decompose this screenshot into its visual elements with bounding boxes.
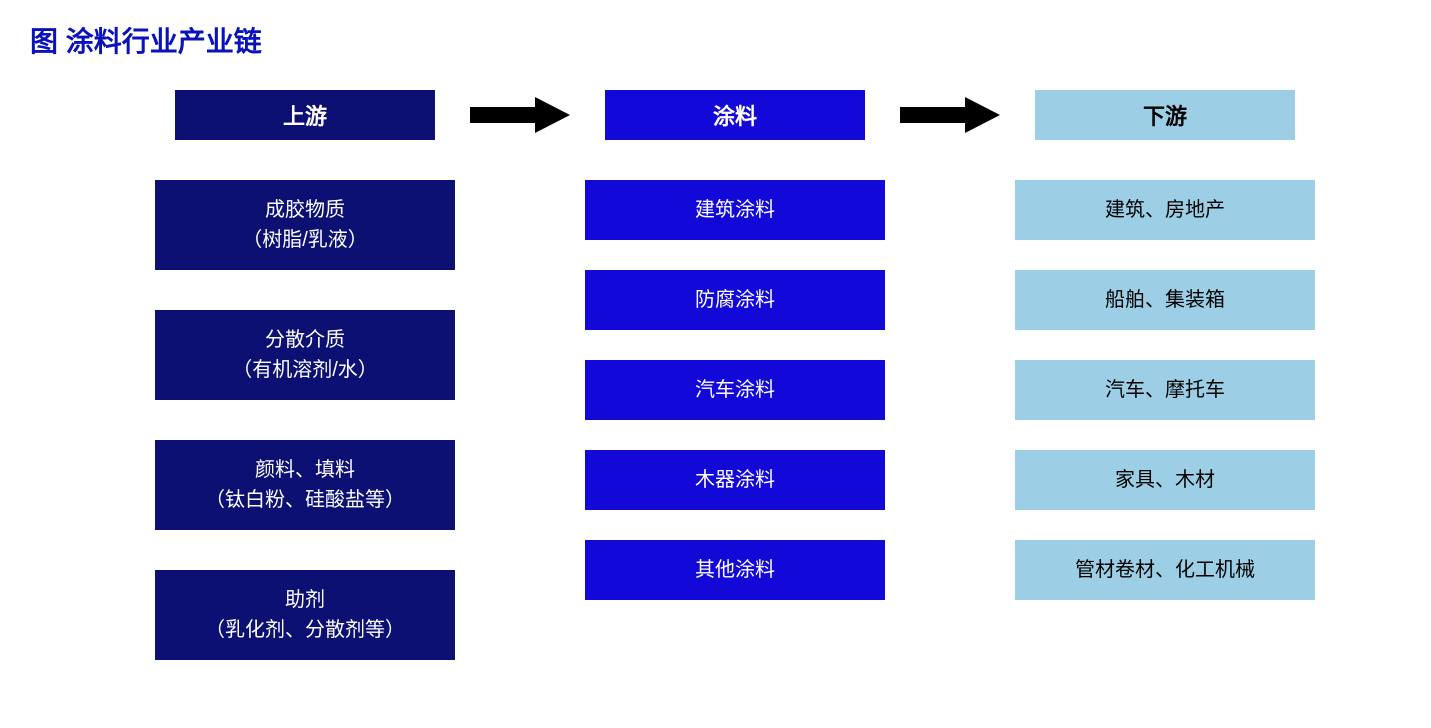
downstream-item: 管材卷材、化工机械: [1015, 540, 1315, 600]
downstream-item: 家具、木材: [1015, 450, 1315, 510]
coating-header: 涂料: [605, 90, 865, 140]
coating-item: 防腐涂料: [585, 270, 885, 330]
upstream-item: 分散介质 （有机溶剂/水）: [155, 310, 455, 400]
downstream-item: 汽车、摩托车: [1015, 360, 1315, 420]
downstream-column: 下游 建筑、房地产 船舶、集装箱 汽车、摩托车 家具、木材 管材卷材、化工机械: [1010, 90, 1320, 630]
coating-item: 其他涂料: [585, 540, 885, 600]
flowchart: 上游 成胶物质 （树脂/乳液） 分散介质 （有机溶剂/水） 颜料、填料 （钛白粉…: [30, 90, 1401, 700]
downstream-item: 建筑、房地产: [1015, 180, 1315, 240]
upstream-item: 助剂 （乳化剂、分散剂等）: [155, 570, 455, 660]
arrow-icon: [890, 90, 1010, 140]
coating-item: 汽车涂料: [585, 360, 885, 420]
item-line: （钛白粉、硅酸盐等）: [205, 485, 405, 515]
coating-column: 涂料 建筑涂料 防腐涂料 汽车涂料 木器涂料 其他涂料: [580, 90, 890, 630]
coating-item: 木器涂料: [585, 450, 885, 510]
coating-item: 建筑涂料: [585, 180, 885, 240]
upstream-header: 上游: [175, 90, 435, 140]
upstream-item: 成胶物质 （树脂/乳液）: [155, 180, 455, 270]
item-line: （树脂/乳液）: [242, 225, 368, 255]
item-line: 分散介质: [265, 325, 345, 355]
item-line: 助剂: [285, 585, 325, 615]
item-line: （乳化剂、分散剂等）: [205, 615, 405, 645]
arrow-icon: [460, 90, 580, 140]
downstream-item: 船舶、集装箱: [1015, 270, 1315, 330]
upstream-column: 上游 成胶物质 （树脂/乳液） 分散介质 （有机溶剂/水） 颜料、填料 （钛白粉…: [150, 90, 460, 700]
item-line: 成胶物质: [265, 195, 345, 225]
downstream-header: 下游: [1035, 90, 1295, 140]
item-line: （有机溶剂/水）: [232, 355, 378, 385]
upstream-item: 颜料、填料 （钛白粉、硅酸盐等）: [155, 440, 455, 530]
diagram-title: 图 涂料行业产业链: [30, 20, 1401, 60]
item-line: 颜料、填料: [255, 455, 355, 485]
